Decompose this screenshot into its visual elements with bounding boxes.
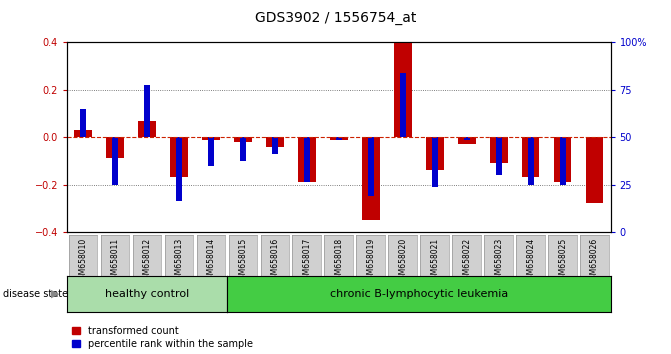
Text: GDS3902 / 1556754_at: GDS3902 / 1556754_at [255, 11, 416, 25]
Bar [112, 137, 118, 184]
Bar [330, 137, 348, 139]
Bar [272, 137, 278, 154]
Text: GSM658019: GSM658019 [366, 238, 375, 284]
Bar [554, 137, 572, 182]
Text: GSM658013: GSM658013 [174, 238, 183, 284]
Bar [144, 85, 150, 137]
Bar [464, 137, 470, 139]
Text: GSM658011: GSM658011 [111, 238, 119, 284]
Text: GSM658021: GSM658021 [430, 238, 440, 284]
Bar [458, 137, 476, 144]
Bar [304, 137, 310, 182]
Bar [560, 137, 566, 184]
Text: healthy control: healthy control [105, 289, 189, 299]
Text: GSM658026: GSM658026 [590, 238, 599, 284]
Text: ▶: ▶ [51, 289, 59, 299]
Text: GSM658024: GSM658024 [526, 238, 535, 284]
Bar [234, 137, 252, 142]
Bar [426, 137, 444, 170]
Text: GSM658020: GSM658020 [399, 238, 407, 284]
Text: GSM658022: GSM658022 [462, 238, 471, 284]
Text: GSM658023: GSM658023 [495, 238, 503, 284]
Text: chronic B-lymphocytic leukemia: chronic B-lymphocytic leukemia [329, 289, 508, 299]
Bar [81, 109, 86, 137]
Bar [394, 42, 411, 137]
Bar [432, 137, 437, 187]
Text: GSM658012: GSM658012 [142, 238, 152, 284]
Bar [490, 137, 507, 163]
Bar [336, 137, 342, 139]
Bar [202, 137, 220, 139]
Text: GSM658017: GSM658017 [303, 238, 311, 284]
Bar [400, 73, 406, 137]
Bar [176, 137, 182, 201]
Text: GSM658018: GSM658018 [334, 238, 344, 284]
Bar [74, 130, 92, 137]
Text: GSM658015: GSM658015 [238, 238, 248, 284]
Bar [368, 137, 374, 196]
Bar [170, 137, 188, 177]
Bar [528, 137, 533, 184]
Legend: transformed count, percentile rank within the sample: transformed count, percentile rank withi… [72, 326, 252, 349]
Bar [362, 137, 380, 220]
Bar [586, 137, 603, 204]
Text: GSM658016: GSM658016 [270, 238, 279, 284]
Text: GSM658010: GSM658010 [79, 238, 88, 284]
Bar [240, 137, 246, 161]
Bar [266, 137, 284, 147]
Bar [522, 137, 539, 177]
Bar [106, 137, 124, 159]
Bar [138, 121, 156, 137]
Bar [208, 137, 214, 166]
Bar [496, 137, 502, 175]
Text: disease state: disease state [3, 289, 68, 299]
Text: GSM658025: GSM658025 [558, 238, 567, 284]
Bar [298, 137, 315, 182]
Text: GSM658014: GSM658014 [207, 238, 215, 284]
